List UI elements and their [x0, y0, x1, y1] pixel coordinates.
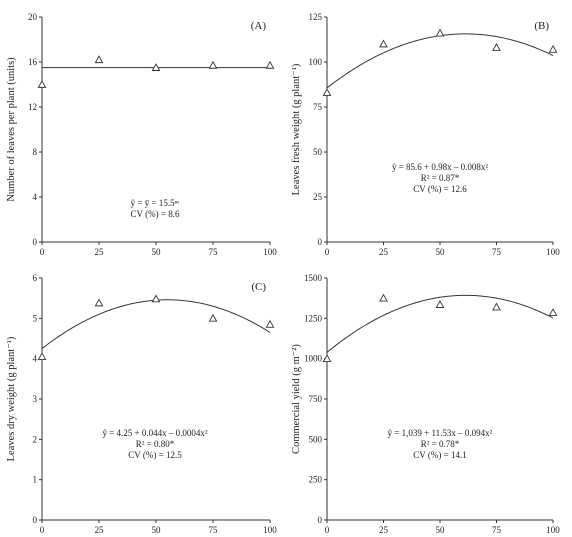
- annotation-line: CV (%) = 8.6: [131, 209, 180, 219]
- annotation-line: ŷ = ȳ = 15.5ⁿˢ: [131, 198, 180, 208]
- data-point: [94, 298, 104, 307]
- y-axis-label: Leaves fresh weight (g plant⁻¹): [291, 63, 302, 195]
- x-tick-label: 0: [325, 247, 330, 257]
- data-point: [37, 352, 47, 360]
- y-tick-label: 100: [309, 57, 323, 67]
- annotation-line: R² = 0.78*: [421, 439, 460, 449]
- y-tick-label: 50: [313, 147, 323, 157]
- data-point: [265, 60, 275, 69]
- y-tick-label: 0: [33, 237, 38, 247]
- data-point: [94, 55, 104, 64]
- y-axis-label: Commercial yield (g m⁻²): [291, 344, 302, 454]
- annotation-line: CV (%) = 12.5: [128, 450, 182, 460]
- x-tick-label: 25: [95, 525, 105, 535]
- x-tick-label: 0: [325, 525, 330, 535]
- panel-d: 0 250 500 750 1000 1250 1500 0 25 50 75 100 Commerci…: [291, 273, 560, 535]
- y-tick-label: 250: [309, 475, 323, 485]
- y-tick-label: 4: [33, 192, 38, 202]
- data-point: [151, 63, 161, 71]
- data-point: [548, 308, 558, 317]
- data-point: [492, 43, 501, 51]
- panel-label: (C): [251, 281, 266, 293]
- y-tick-label: 75: [313, 102, 323, 112]
- x-tick-label: 100: [546, 525, 560, 535]
- annotation-line: R² = 0.80*: [136, 439, 175, 449]
- x-tick-label: 75: [209, 247, 219, 257]
- fit-curve: [41, 299, 271, 349]
- x-tick-label: 25: [379, 525, 389, 535]
- y-tick-label: 25: [313, 192, 323, 202]
- data-point: [265, 319, 275, 328]
- fit-curve: [326, 294, 554, 353]
- annotation-line: R² = 0.87*: [421, 173, 460, 183]
- x-tick-label: 75: [209, 525, 219, 535]
- annotation-line: ŷ = 4.25 + 0.044x – 0.0004x²: [102, 428, 207, 438]
- x-tick-label: 75: [492, 247, 502, 257]
- panel-c: 0 1 2 3 4 5 6 0 25 50 75 100 Leaves dry weight (g pl…: [6, 273, 277, 535]
- y-tick-label: 4: [33, 354, 38, 364]
- data-point: [208, 313, 218, 322]
- y-tick-label: 20: [28, 12, 38, 22]
- y-tick-label: 0: [33, 515, 38, 525]
- annotation-line: CV (%) = 12.6: [413, 184, 467, 194]
- x-tick-label: 25: [379, 247, 389, 257]
- y-tick-label: 2: [33, 434, 38, 444]
- y-axis-label: Number of leaves per plant (units): [6, 57, 17, 202]
- y-tick-label: 12: [28, 102, 37, 112]
- x-tick-label: 50: [436, 525, 446, 535]
- x-tick-label: 100: [546, 247, 560, 257]
- x-tick-label: 50: [152, 247, 162, 257]
- y-tick-label: 0: [318, 237, 323, 247]
- x-tick-label: 50: [152, 525, 162, 535]
- data-point: [379, 39, 388, 48]
- x-tick-label: 75: [492, 525, 502, 535]
- data-point: [548, 44, 558, 53]
- annotation-line: ŷ = 85.6 + 0.98x – 0.008x²: [392, 162, 488, 172]
- panel-b: 0 25 50 75 100 125 0 25 50 75 100 Leaves fresh weig…: [291, 12, 560, 257]
- y-tick-label: 8: [33, 147, 38, 157]
- data-point: [435, 300, 445, 308]
- data-point: [379, 293, 388, 302]
- y-tick-label: 1500: [304, 273, 323, 283]
- x-tick-label: 100: [263, 525, 277, 535]
- y-tick-label: 500: [309, 434, 323, 444]
- y-tick-label: 1: [33, 475, 38, 485]
- data-point: [435, 28, 445, 37]
- y-tick-label: 0: [318, 515, 323, 525]
- data-point: [322, 88, 332, 96]
- panel-label: (A): [251, 20, 267, 32]
- data-point: [37, 79, 47, 88]
- x-tick-label: 25: [95, 247, 105, 257]
- x-tick-label: 50: [436, 247, 446, 257]
- y-axis-label: Leaves dry weight (g plant⁻¹): [6, 336, 17, 461]
- y-tick-label: 125: [309, 12, 323, 22]
- y-tick-label: 1000: [304, 354, 323, 364]
- x-tick-label: 0: [40, 525, 45, 535]
- data-point: [322, 354, 332, 362]
- y-tick-label: 3: [33, 394, 38, 404]
- y-tick-label: 5: [33, 313, 38, 323]
- y-tick-label: 6: [33, 273, 38, 283]
- y-tick-label: 1250: [304, 313, 323, 323]
- x-tick-label: 100: [263, 247, 277, 257]
- fit-curve: [326, 33, 554, 89]
- data-point: [492, 302, 501, 311]
- panel-a: 0 4 8 12 16 20 0 25 50 75 100 Number of leaves per …: [6, 12, 277, 257]
- annotation-line: ŷ = 1,039 + 11.53x – 0.094x²: [388, 428, 493, 438]
- y-tick-label: 750: [309, 394, 323, 404]
- panel-label: (B): [534, 20, 549, 32]
- y-tick-label: 16: [28, 57, 38, 67]
- annotation-line: CV (%) = 14.1: [413, 450, 466, 460]
- data-point: [208, 60, 218, 69]
- x-tick-label: 0: [40, 247, 45, 257]
- data-point: [151, 294, 161, 303]
